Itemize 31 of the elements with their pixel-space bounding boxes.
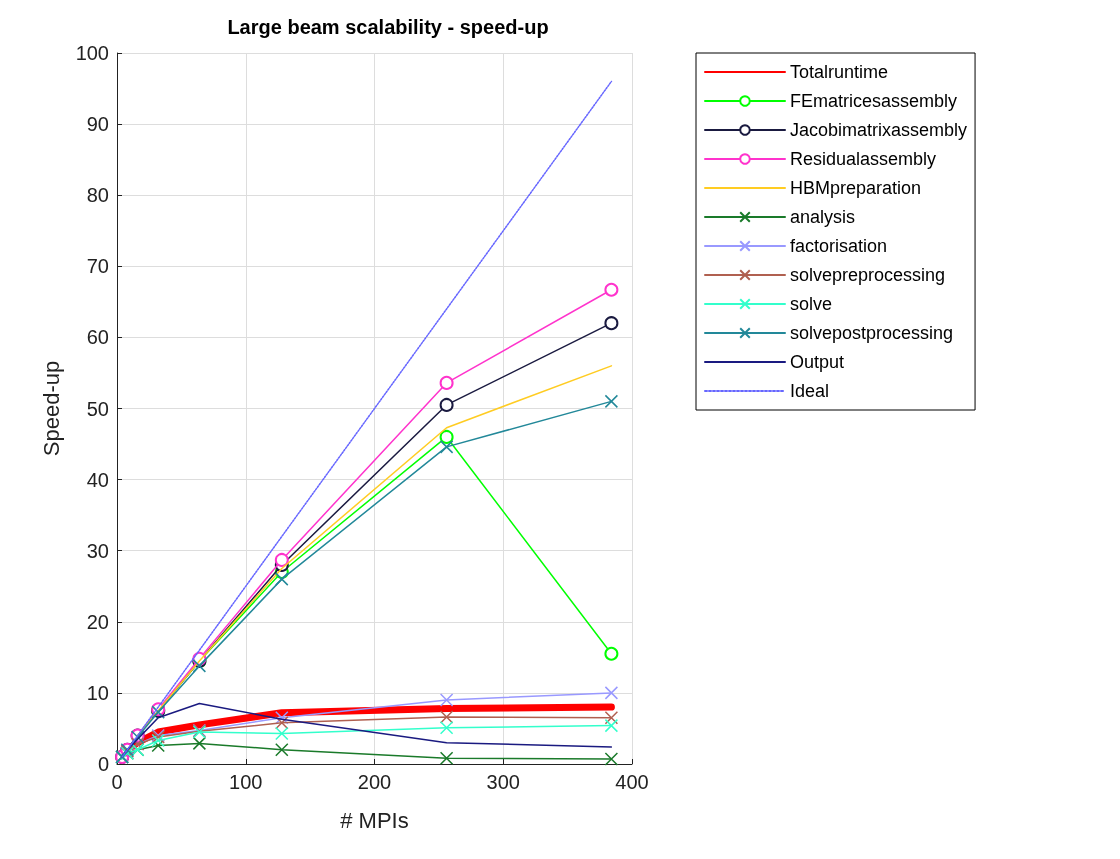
- legend-label: analysis: [790, 207, 856, 227]
- legend-label: HBMpreparation: [790, 178, 922, 198]
- legend-label: factorisation: [790, 236, 888, 256]
- y-tick-label: 60: [86, 326, 109, 349]
- x-tick-label: 0: [111, 771, 123, 793]
- y-tick-label: 10: [86, 681, 109, 704]
- chart-title: Large beam scalability - speed-up: [227, 16, 549, 38]
- x-tick-label: 200: [357, 771, 392, 793]
- x-tick-label: 300: [486, 771, 520, 793]
- x-axis-title: # MPIs: [340, 807, 409, 833]
- legend-label: solvepreprocessing: [790, 265, 946, 285]
- y-tick-label: 80: [86, 184, 109, 207]
- legend-label: FEmatricesassembly: [790, 91, 958, 111]
- x-tick-label: 400: [615, 771, 649, 793]
- x-tick-label: 100: [229, 771, 263, 793]
- y-tick-label: 40: [86, 468, 109, 491]
- legend-label: Output: [790, 352, 845, 372]
- legend-label: solve: [790, 294, 833, 314]
- y-tick-label: 0: [97, 753, 109, 775]
- legend-label: Totalruntime: [790, 62, 889, 82]
- y-tick-label: 50: [86, 397, 109, 420]
- y-tick-label: 30: [86, 539, 109, 562]
- y-tick-label: 70: [86, 255, 109, 278]
- y-axis-title: Speed-up: [38, 360, 64, 457]
- y-tick-label: 20: [86, 610, 109, 633]
- legend-label: Residualassembly: [790, 149, 937, 169]
- legend-label: Jacobimatrixassembly: [790, 120, 968, 140]
- legend-label: solvepostprocessing: [790, 323, 954, 343]
- y-tick-label: 100: [75, 42, 109, 64]
- legend-label: Ideal: [790, 381, 830, 401]
- y-tick-label: 90: [86, 113, 109, 136]
